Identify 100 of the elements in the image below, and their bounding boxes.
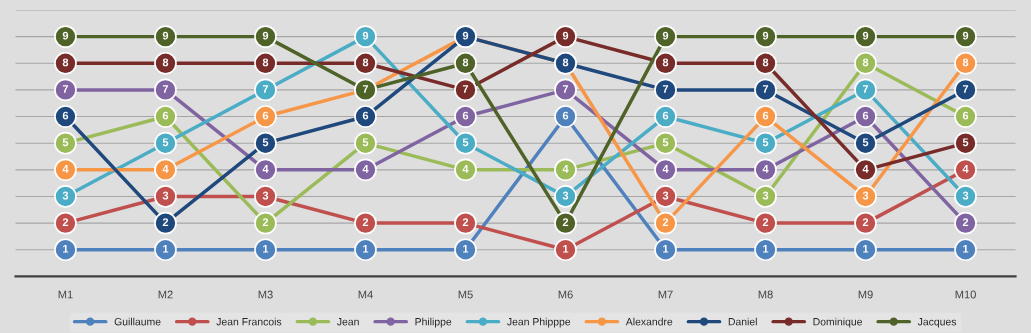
- point: [654, 211, 677, 235]
- x-tick-label: M3: [258, 290, 273, 299]
- data-label: 6: [462, 111, 469, 120]
- data-label: 1: [763, 244, 769, 253]
- data-label: 7: [562, 85, 569, 93]
- data-label: 2: [962, 218, 969, 226]
- point: [854, 238, 877, 262]
- point: [754, 131, 777, 155]
- data-label: 2: [262, 218, 269, 226]
- data-label: 6: [862, 111, 869, 120]
- data-label: 9: [762, 31, 769, 40]
- data-label: 9: [662, 31, 669, 40]
- data-label: 4: [462, 165, 469, 173]
- data-label: 3: [862, 191, 869, 200]
- point: [554, 78, 577, 102]
- point: [154, 78, 177, 102]
- data-label: 5: [962, 138, 969, 147]
- point: [454, 211, 477, 235]
- legend-label: Guillaume: [114, 317, 161, 326]
- legend-label: Alexandre: [625, 317, 673, 326]
- point: [554, 238, 577, 262]
- point: [554, 25, 577, 48]
- data-label: 4: [662, 165, 669, 173]
- point: [454, 51, 477, 75]
- data-label: 6: [262, 111, 269, 120]
- point: [754, 51, 777, 75]
- point: [654, 131, 677, 155]
- data-label: 6: [362, 111, 369, 120]
- x-tick-label: M6: [558, 290, 573, 299]
- point: [154, 211, 177, 235]
- x-tick-label: M5: [458, 290, 473, 299]
- data-label: 7: [862, 85, 869, 93]
- data-label: 7: [362, 85, 369, 93]
- point: [954, 105, 977, 128]
- data-label: 4: [762, 165, 769, 173]
- data-label: 3: [162, 191, 169, 200]
- point: [754, 105, 777, 128]
- point: [154, 131, 177, 155]
- data-label: 8: [162, 58, 169, 67]
- point: [54, 131, 77, 155]
- data-label: 1: [163, 244, 169, 253]
- data-label: 2: [862, 218, 869, 226]
- point: [654, 238, 677, 262]
- x-tick-label: M2: [158, 290, 173, 299]
- point: [754, 238, 777, 262]
- point: [854, 78, 877, 102]
- data-label: 5: [762, 138, 769, 147]
- data-label: 1: [63, 244, 69, 253]
- legend-label: Philippe: [415, 317, 452, 328]
- point: [654, 51, 677, 75]
- data-label: 2: [762, 218, 769, 226]
- legend-label: Dominique: [813, 317, 862, 328]
- point: [54, 78, 77, 102]
- legend-label: Jean: [337, 318, 359, 326]
- point: [254, 211, 277, 235]
- data-label: 8: [862, 58, 869, 67]
- point: [354, 131, 377, 155]
- data-label: 9: [862, 31, 869, 40]
- data-label: 6: [62, 111, 69, 120]
- point: [954, 238, 977, 262]
- data-label: 3: [562, 191, 569, 200]
- data-label: 1: [463, 244, 469, 253]
- point: [954, 51, 977, 75]
- data-label: 8: [962, 58, 969, 67]
- point: [854, 105, 877, 128]
- data-label: 7: [762, 85, 769, 93]
- data-label: 1: [863, 244, 869, 253]
- data-label: 5: [662, 138, 669, 147]
- data-label: 5: [862, 138, 869, 147]
- data-label: 2: [462, 218, 469, 226]
- point: [454, 131, 477, 155]
- point: [254, 78, 277, 102]
- data-label: 7: [962, 85, 969, 93]
- point: [754, 78, 777, 102]
- data-label: 4: [262, 165, 269, 173]
- x-tick-label: M7: [658, 290, 673, 299]
- data-label: 3: [262, 191, 269, 200]
- legend-label: Daniel: [728, 317, 757, 326]
- data-label: 4: [962, 165, 969, 173]
- data-label: 1: [663, 244, 669, 253]
- data-label: 8: [262, 58, 269, 67]
- data-label: 8: [462, 58, 469, 67]
- point: [354, 211, 377, 235]
- point: [654, 78, 677, 102]
- legend-label: Jean Francois: [216, 317, 282, 326]
- data-label: 7: [462, 85, 469, 93]
- data-label: 5: [262, 138, 269, 147]
- point: [154, 238, 177, 262]
- data-label: 1: [563, 244, 569, 253]
- data-label: 9: [262, 31, 269, 40]
- point: [854, 131, 877, 155]
- data-label: 9: [162, 31, 169, 40]
- data-label: 2: [662, 218, 669, 226]
- point: [854, 51, 877, 75]
- data-label: 7: [62, 85, 69, 93]
- data-label: 6: [562, 111, 569, 120]
- x-tick-label: M1: [58, 290, 73, 299]
- point: [354, 51, 377, 75]
- data-label: 4: [62, 165, 69, 173]
- x-tick-label: M8: [758, 290, 773, 299]
